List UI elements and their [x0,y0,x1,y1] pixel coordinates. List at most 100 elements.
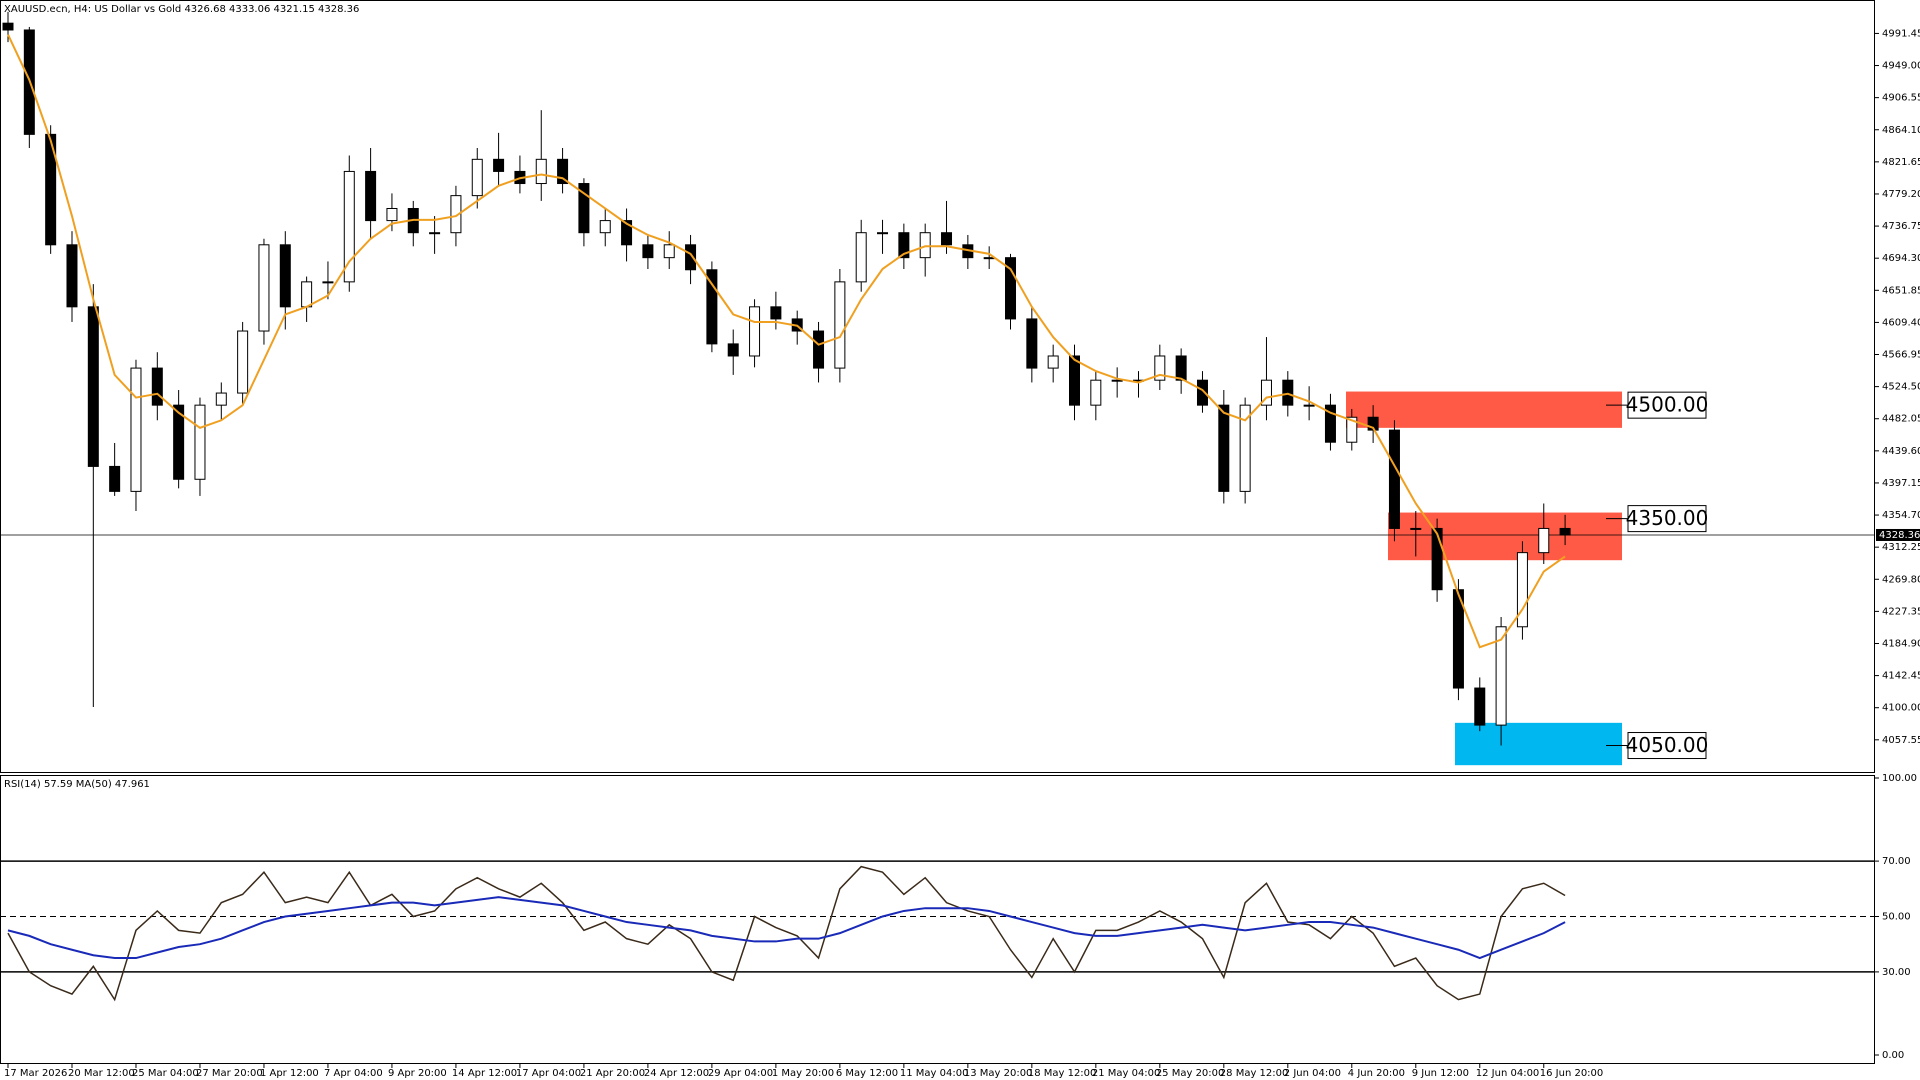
candle-body [45,133,57,246]
x-tick-label: 1 Apr 12:00 [260,1068,319,1079]
candle-body [429,232,441,235]
x-tick-label: 14 Apr 12:00 [452,1068,517,1079]
y-tick-label: 4142.45 [1882,671,1920,682]
candle-body [855,232,867,283]
y-tick-label: 4906.55 [1882,93,1920,104]
candle-body [1346,416,1358,443]
y-tick-label: 4949.00 [1882,61,1920,72]
candle-body [898,232,910,259]
zone-label-box [1627,732,1707,760]
candle-body [1324,404,1336,443]
y-tick-label: 4269.80 [1882,574,1920,585]
candle-body [919,232,931,259]
candle-body [386,207,398,222]
candle-body [1111,379,1123,382]
zone [1388,512,1622,561]
candle-body [941,232,953,246]
candle-body [365,170,377,222]
y-tick-label: 4354.70 [1882,510,1920,521]
candle-body [1495,626,1507,726]
candle-body [471,158,483,197]
candle-body [1516,552,1528,628]
candle-body [130,367,142,492]
x-tick-label: 27 Mar 20:00 [196,1068,263,1079]
candle-body [535,158,547,185]
y-tick-label: 4651.85 [1882,285,1920,296]
candle-body [66,244,78,308]
rsi-line [7,896,1566,960]
candle-body [1452,589,1464,689]
zone [1455,722,1622,766]
rsi-panel [0,775,1875,1064]
y-tick-label: 4312.25 [1882,542,1920,553]
candle-body [663,244,675,259]
candle-body [2,22,14,31]
candle-body [1303,404,1315,407]
zone [1346,391,1622,428]
y-tick-label: 4524.50 [1882,382,1920,393]
x-tick-label: 7 Apr 04:00 [324,1068,383,1079]
candle-body [450,195,462,234]
x-tick-label: 25 May 20:00 [1156,1068,1225,1079]
candle-body [343,170,355,283]
y-tick-label: 70.00 [1882,856,1911,867]
candle-body [1538,527,1550,554]
candle-body [1367,416,1379,431]
price-label: 4328.36 [1879,530,1920,541]
candle-body [1239,404,1251,492]
candle-body [1175,355,1187,381]
candle-body [1090,379,1102,406]
candle-body [237,330,249,394]
candle-body [301,281,313,308]
candle-body [173,404,185,480]
y-tick-label: 50.00 [1882,912,1911,923]
x-tick-label: 9 Jun 12:00 [1412,1068,1469,1079]
y-tick-label: 4821.65 [1882,157,1920,168]
y-tick-label: 4991.45 [1882,28,1920,39]
zone-label-box [1627,505,1707,533]
x-tick-label: 9 Apr 20:00 [388,1068,447,1079]
chart-header: XAUUSD.ecn, H4: US Dollar vs Gold 4326.6… [4,4,359,15]
zone-label-box [1627,391,1707,419]
candle-body [621,220,633,246]
candle-body [1069,355,1080,406]
candle-body [151,367,163,406]
moving-average [7,34,1566,649]
x-tick-label: 28 May 12:00 [1220,1068,1289,1079]
candle-body [706,269,718,345]
candle-body [87,306,99,467]
x-tick-label: 16 Jun 20:00 [1540,1068,1604,1079]
rsi-title: RSI(14) 57.59 MA(50) 47.961 [4,779,150,790]
x-tick-label: 20 Mar 12:00 [68,1068,135,1079]
x-tick-label: 18 May 12:00 [1028,1068,1097,1079]
y-tick-label: 0.00 [1882,1050,1904,1061]
y-tick-label: 4100.00 [1882,703,1920,714]
y-tick-label: 4439.60 [1882,446,1920,457]
candle-body [258,244,270,332]
y-tick-label: 4184.90 [1882,638,1920,649]
y-tick-label: 30.00 [1882,967,1911,978]
candle-body [685,244,697,271]
x-tick-label: 6 May 12:00 [836,1068,898,1079]
x-tick-label: 2 Jun 04:00 [1284,1068,1341,1079]
x-tick-label: 25 Mar 04:00 [132,1068,199,1079]
candle-body [215,392,227,406]
y-tick-label: 4694.30 [1882,253,1920,264]
y-tick-label: 4566.95 [1882,350,1920,361]
x-tick-label: 12 Jun 04:00 [1476,1068,1540,1079]
main-panel [0,0,1875,773]
x-tick-label: 13 May 20:00 [964,1068,1033,1079]
candle-body [1282,379,1294,406]
x-tick-label: 17 Mar 2026 [4,1068,67,1079]
candle-body [1431,527,1443,591]
candle-body [834,281,846,369]
candle-body [727,343,739,357]
price-box [1876,528,1920,541]
candle-body [1154,355,1166,381]
candle-body [1410,527,1422,530]
candle-body [770,306,782,320]
candle-body [813,330,825,369]
rsi-line [7,865,1566,1002]
x-tick-label: 17 Apr 04:00 [516,1068,581,1079]
